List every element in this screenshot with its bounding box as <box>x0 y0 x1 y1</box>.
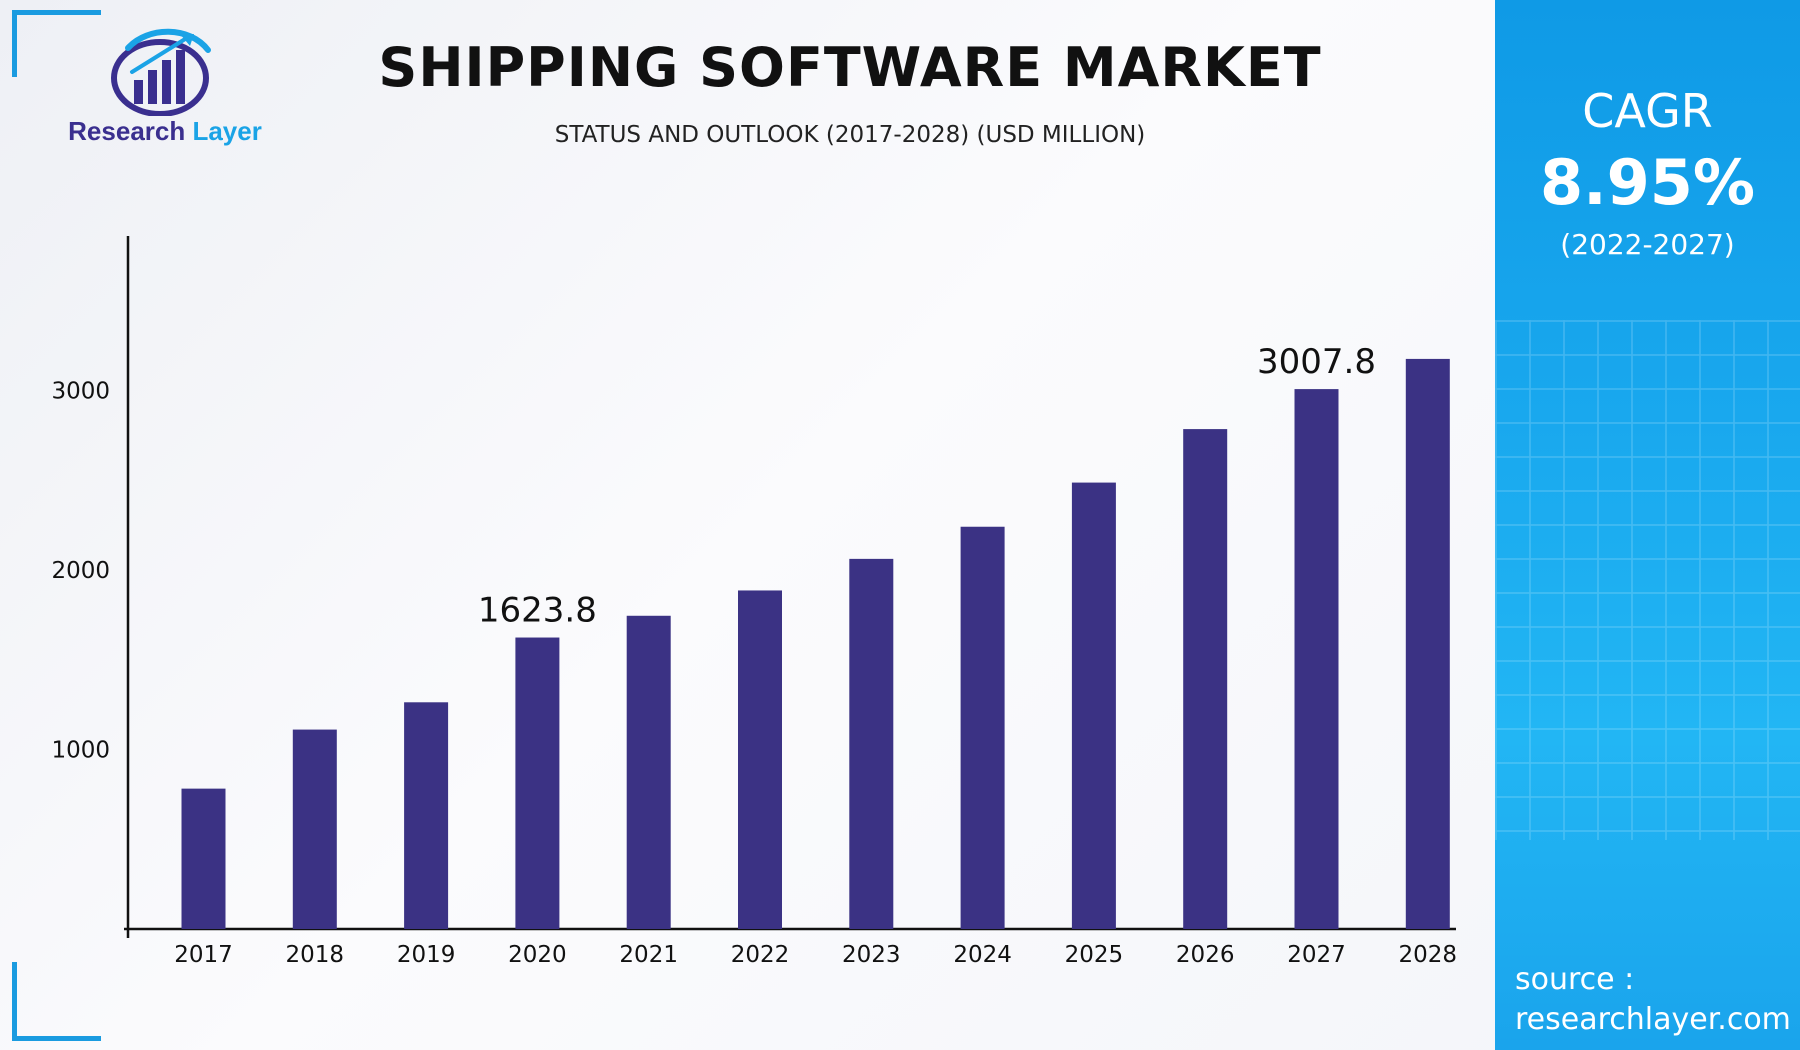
x-tick-label: 2018 <box>286 942 345 968</box>
x-tick-label: 2022 <box>731 942 790 968</box>
bar-2017 <box>181 788 226 929</box>
bar-2022 <box>738 590 782 929</box>
bar-2027 <box>1294 389 1339 929</box>
x-tick-label: 2021 <box>619 942 678 968</box>
data-label: 1623.8 <box>478 591 597 631</box>
bar-2025 <box>1071 482 1116 929</box>
bars-group <box>181 358 1450 930</box>
logo-bar-chart-icon <box>111 28 211 116</box>
cagr-value: 8.95% <box>1539 146 1756 219</box>
bar-2028 <box>1405 358 1450 930</box>
logo-word-layer: Layer <box>185 116 262 146</box>
y-tick-label: 2000 <box>51 558 110 584</box>
y-axis-ticks: 1000 2000 3000 <box>51 379 110 764</box>
y-tick-label: 3000 <box>51 379 110 405</box>
corner-bracket-top-left <box>12 10 101 77</box>
bar-2023 <box>849 558 894 929</box>
x-tick-label: 2024 <box>953 942 1012 968</box>
logo-wordmark: Research Layer <box>50 116 280 147</box>
data-labels-group: 1623.8 3007.8 <box>478 342 1376 630</box>
x-tick-label: 2017 <box>174 942 233 968</box>
x-tick-label: 2020 <box>508 942 567 968</box>
x-tick-label: 2023 <box>842 942 901 968</box>
bar-2026 <box>1183 429 1228 929</box>
bar-2024 <box>960 526 1005 929</box>
cagr-label: CAGR <box>1582 84 1713 138</box>
cagr-side-panel: CAGR 8.95% (2022-2027) source : research… <box>1495 0 1800 1050</box>
bar-2019 <box>404 702 449 929</box>
data-label: 3007.8 <box>1257 342 1376 382</box>
source-url: researchlayer.com <box>1515 1002 1791 1037</box>
x-tick-label: 2025 <box>1065 942 1124 968</box>
x-axis-labels: 2017 2018 2019 2020 2021 2022 2023 2024 2025 2026… <box>174 942 1457 968</box>
corner-bracket-bottom-left <box>12 962 101 1041</box>
logo-word-research: Research <box>68 116 186 146</box>
decorative-grid-pattern <box>1495 320 1800 840</box>
chart-title: SHIPPING SOFTWARE MARKET <box>378 36 1322 99</box>
bar-chart: 1000 2000 3000 2017 2018 2019 2020 2021 2022 202… <box>51 236 1457 968</box>
x-tick-label: 2026 <box>1176 942 1235 968</box>
research-layer-logo: Research Layer <box>50 24 280 154</box>
x-tick-label: 2028 <box>1399 942 1458 968</box>
cagr-period: (2022-2027) <box>1560 228 1735 261</box>
bar-2020 <box>515 637 560 929</box>
y-tick-label: 1000 <box>51 738 110 764</box>
source-label: source : <box>1515 962 1635 997</box>
x-tick-label: 2019 <box>397 942 456 968</box>
x-tick-label: 2027 <box>1287 942 1346 968</box>
bar-2018 <box>292 729 337 929</box>
bar-2021 <box>626 615 671 929</box>
chart-subtitle: STATUS AND OUTLOOK (2017-2028) (USD MILL… <box>554 122 1146 148</box>
